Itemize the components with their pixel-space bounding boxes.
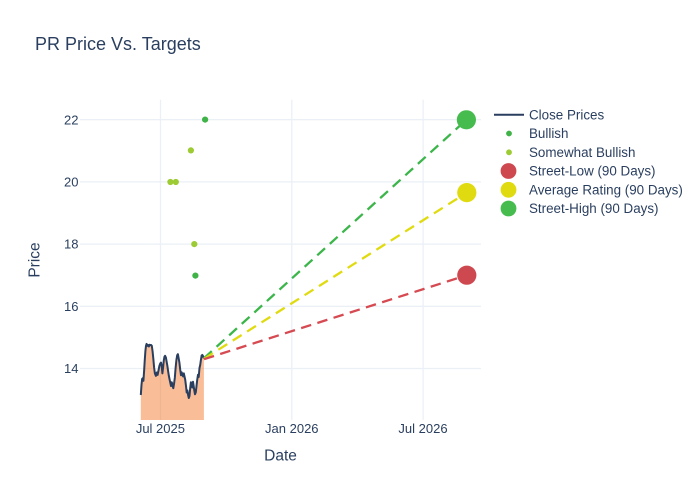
svg-text:Jul 2025: Jul 2025 (136, 421, 185, 436)
svg-text:18: 18 (64, 237, 78, 252)
svg-text:Street-Low (90 Days): Street-Low (90 Days) (529, 164, 656, 179)
svg-text:Jul 2026: Jul 2026 (398, 421, 447, 436)
svg-text:Street-High (90 Days): Street-High (90 Days) (529, 201, 659, 216)
svg-text:Average Rating (90 Days): Average Rating (90 Days) (529, 182, 683, 197)
svg-text:22: 22 (64, 112, 78, 127)
svg-text:Somewhat Bullish: Somewhat Bullish (529, 145, 635, 160)
svg-text:20: 20 (64, 175, 78, 190)
svg-text:Date: Date (264, 448, 297, 465)
svg-text:14: 14 (64, 361, 78, 376)
svg-text:16: 16 (64, 299, 78, 314)
svg-text:Price: Price (27, 242, 44, 277)
svg-text:PR Price Vs. Targets: PR Price Vs. Targets (35, 34, 201, 54)
svg-text:Jan 2026: Jan 2026 (265, 421, 319, 436)
svg-text:Bullish: Bullish (529, 126, 568, 141)
svg-text:Close Prices: Close Prices (529, 107, 604, 122)
